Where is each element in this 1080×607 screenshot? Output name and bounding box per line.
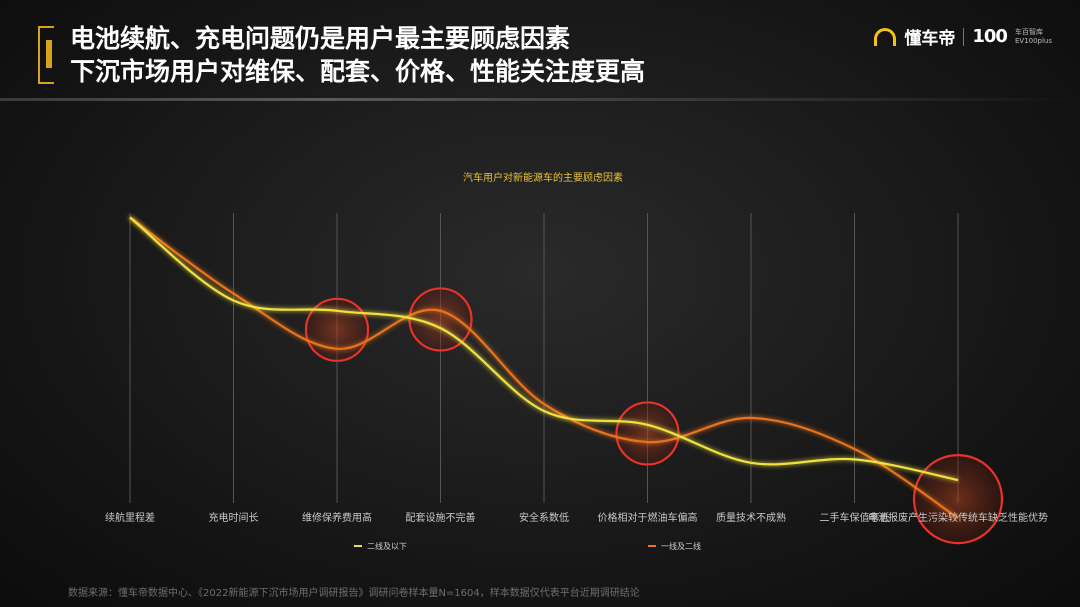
x-tick-label: 续航里程差 [105,511,155,524]
logo-subtext: 车百智库 EV100plus [1015,28,1052,46]
logo-separator [963,27,965,46]
chart-title: 汽车用户对新能源车的主要顾虑因素 [463,171,623,184]
dongchedi-icon [874,27,897,46]
logo-sub-1: 车百智库 [1014,27,1043,36]
page-title: 电池续航、充电问题仍是用户最主要顾虑因素 下沉市场用户对维保、配套、价格、性能关… [70,22,645,88]
legend-label: 二线及以下 [367,541,407,551]
data-source-note: 数据来源：懂车帝数据中心、《2022新能源下沉市场用户调研报告》调研问卷样本量N… [68,588,640,599]
header-divider [0,98,1080,101]
logo-sub-2: EV100plus [1014,36,1052,45]
brand-logo: 懂车帝 100 车百智库 EV100plus [874,24,1052,49]
x-tick-label: 电池报废产生污染较传统车缺乏性能优势 [868,511,1048,524]
title-bar-decoration [46,40,52,68]
highlight-circle-5 [615,401,680,466]
legend-label: 一线及二线 [661,541,701,551]
x-tick-label: 充电时间长 [209,511,259,524]
series-line-1 [129,216,959,520]
highlight-circle-8 [912,453,1004,545]
highlight-circle-2 [304,297,370,362]
x-tick-label: 质量技术不成熟 [716,511,786,524]
x-tick-label: 二手车保值率低 [820,511,890,524]
logo-100: 100 [972,26,1008,47]
x-tick-label: 配套设施不完善 [406,511,476,524]
x-tick-label: 安全系数低 [519,511,569,524]
title-bracket-decoration [38,26,54,84]
title-line-1: 电池续航、充电问题仍是用户最主要顾虑因素 [70,24,571,53]
highlight-circle-3 [408,287,473,352]
logo-text: 懂车帝 [904,29,956,49]
x-tick-label: 价格相对于燃油车偏高 [598,511,698,524]
title-line-2: 下沉市场用户对维保、配套、价格、性能关注度更高 [70,57,646,86]
series-line-0 [129,216,959,482]
x-tick-label: 维修保养费用高 [302,511,372,524]
